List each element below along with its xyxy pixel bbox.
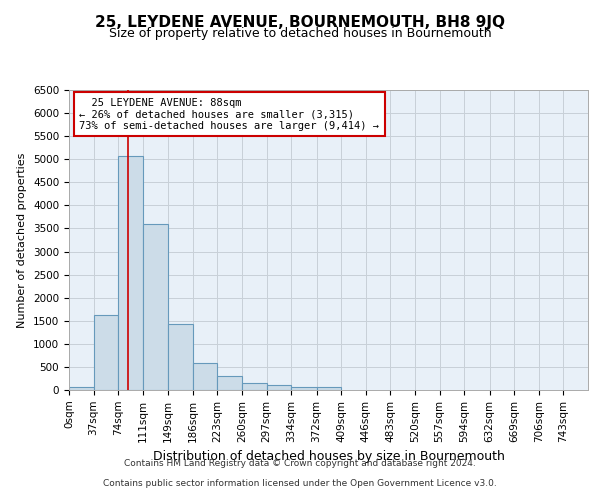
Bar: [168, 324, 193, 390]
Text: Size of property relative to detached houses in Bournemouth: Size of property relative to detached ho…: [109, 28, 491, 40]
Bar: [143, 224, 168, 390]
Bar: [118, 156, 143, 390]
Bar: [266, 385, 291, 390]
Text: Contains public sector information licensed under the Open Government Licence v3: Contains public sector information licen…: [103, 478, 497, 488]
Bar: [94, 315, 118, 390]
X-axis label: Distribution of detached houses by size in Bournemouth: Distribution of detached houses by size …: [152, 450, 505, 463]
Bar: [69, 387, 94, 390]
Y-axis label: Number of detached properties: Number of detached properties: [17, 152, 28, 328]
Text: 25 LEYDENE AVENUE: 88sqm
← 26% of detached houses are smaller (3,315)
73% of sem: 25 LEYDENE AVENUE: 88sqm ← 26% of detach…: [79, 98, 379, 130]
Bar: [217, 376, 242, 390]
Bar: [193, 363, 217, 390]
Text: 25, LEYDENE AVENUE, BOURNEMOUTH, BH8 9JQ: 25, LEYDENE AVENUE, BOURNEMOUTH, BH8 9JQ: [95, 15, 505, 30]
Bar: [242, 383, 266, 390]
Bar: [291, 387, 317, 390]
Text: Contains HM Land Registry data © Crown copyright and database right 2024.: Contains HM Land Registry data © Crown c…: [124, 458, 476, 468]
Bar: [317, 388, 341, 390]
